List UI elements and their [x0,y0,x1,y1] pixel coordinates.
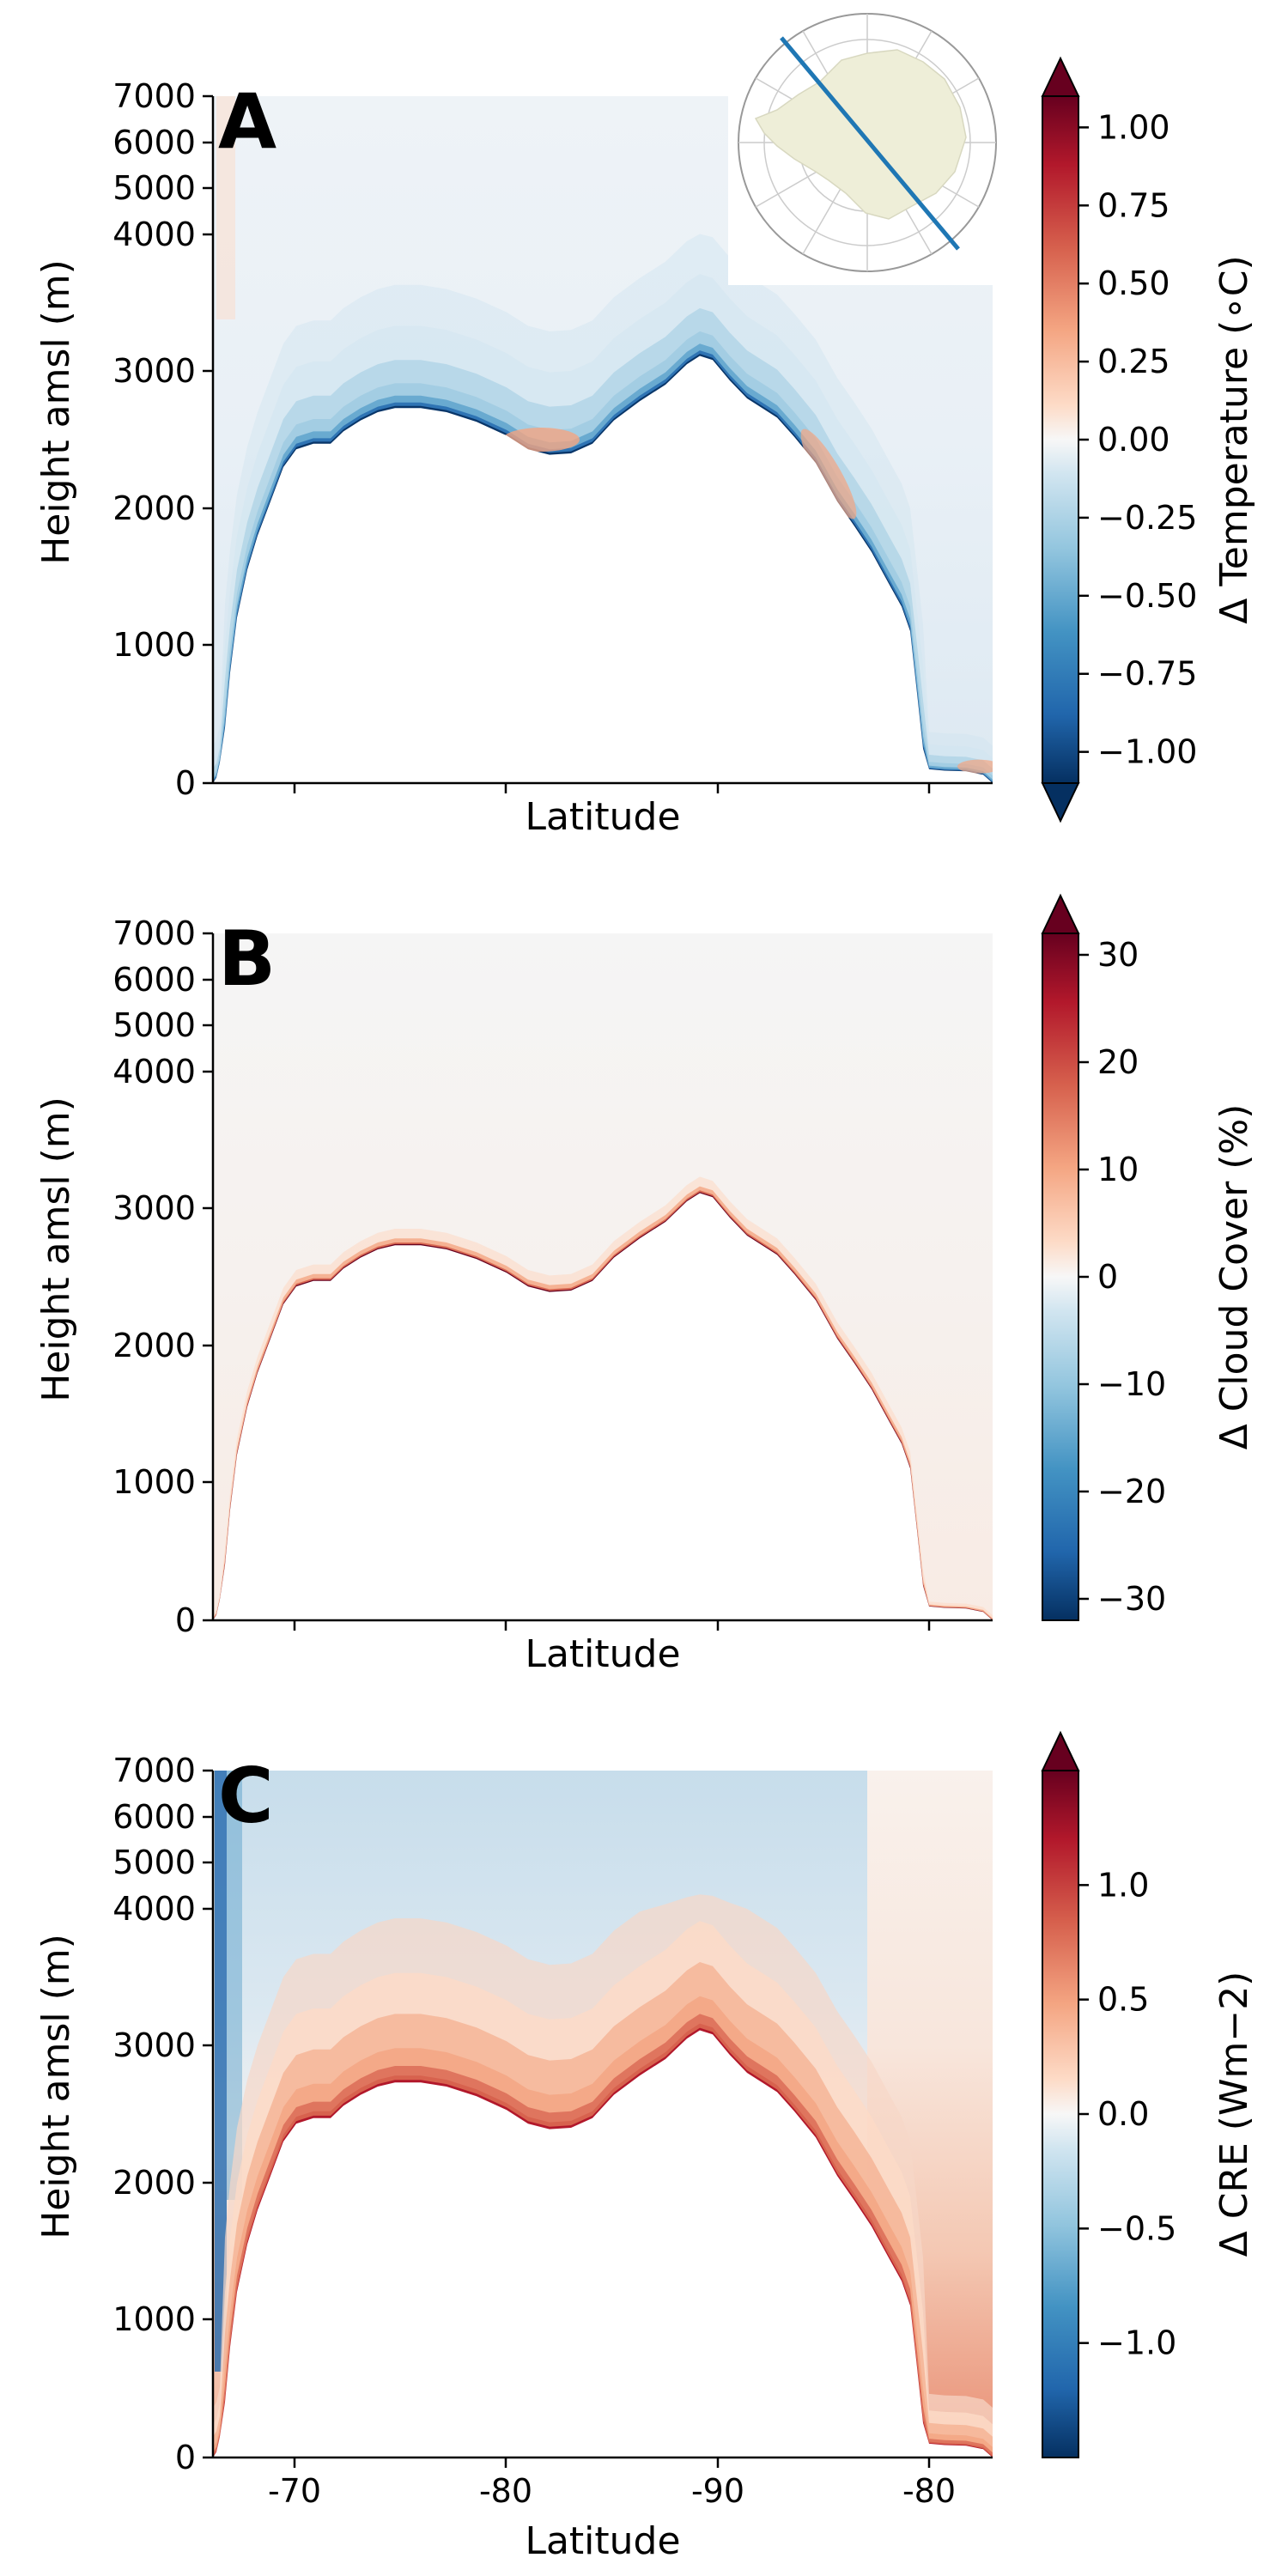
y-tick-label: 5000 [112,1006,196,1044]
colorbar-tick-label: 10 [1097,1151,1139,1188]
panel-letter: A [218,77,276,166]
colorbar-tick-label: 0 [1097,1258,1118,1296]
colorbar-tick-label: −10 [1097,1365,1166,1403]
colorbar-tick-label: 20 [1097,1043,1139,1081]
panel-letter: C [218,1752,274,1840]
colorbar-label: Δ Temperature (∘C) [1212,255,1256,623]
colorbar-tick-label: −1.0 [1097,2324,1176,2362]
panel-b-field [213,933,993,1620]
warm-patch [800,428,857,519]
colorbar-body [1042,933,1079,1621]
colorbar-label: Δ Cloud Cover (%) [1212,1104,1256,1450]
y-tick-label: 4000 [112,216,196,253]
transect-line [780,36,960,251]
y-axis-label: Height amsl (m) [34,1097,78,1402]
colorbar-extend-max [1041,56,1080,97]
colorbar-body [1042,1770,1079,2458]
colorbar: −1.0 −0.5 0.0 0.5 1.0 Δ CRE (Wm−2) [1041,1730,1256,2458]
inset-map [728,0,997,285]
colorbar: −30 −20 −10 0 10 20 30 Δ Cloud Cover (%) [1041,893,1256,1621]
terrain [213,355,993,783]
y-tick-label: 0 [175,1601,196,1639]
y-tick-label: 6000 [112,1798,196,1836]
y-tick-label: 6000 [112,961,196,999]
panel-b: 0 1000 2000 3000 4000 5000 6000 7000 Latitude Hei… [34,893,1256,1676]
y-tick-label: 2000 [112,489,196,527]
panel-c-field [213,1771,993,2458]
y-tick-label: 7000 [112,77,196,115]
x-axis-label: Latitude [525,2519,680,2563]
terrain [213,1193,993,1620]
colorbar-label: Δ CRE (Wm−2) [1212,1971,1256,2257]
y-tick-label: 5000 [112,169,196,207]
warm-patch [957,759,993,774]
colorbar-tick-label: 0.5 [1097,1981,1149,2019]
colorbar-tick-label: −0.25 [1097,499,1197,537]
colorbar-tick-label: −20 [1097,1473,1166,1510]
colorbar-body [1042,95,1079,784]
colorbar-tick-label: 0.00 [1097,421,1170,459]
colorbar-extend-max [1041,1730,1080,1771]
colorbar-tick-label: −0.50 [1097,577,1197,615]
warm-patch [216,96,235,319]
x-tick-label: -80 [479,2472,532,2510]
y-tick-label: 1000 [112,1463,196,1501]
colorbar-tick-label: −0.75 [1097,655,1197,693]
panel-a: 0 1000 2000 3000 4000 5000 6000 7000 Latitude Hei… [34,0,1256,839]
colorbar-tick-label: 0.0 [1097,2095,1149,2133]
colorbar-extend-min [1041,782,1080,823]
y-tick-label: 0 [175,2439,196,2476]
x-tick-label: -70 [268,2472,321,2510]
y-tick-label: 2000 [112,1327,196,1364]
y-tick-label: 7000 [112,1752,196,1789]
y-tick-label: 3000 [112,1189,196,1227]
y-tick-label: 1000 [112,2300,196,2338]
y-tick-label: 0 [175,764,196,802]
x-axis-label: Latitude [525,1632,680,1676]
y-tick-label: 7000 [112,914,196,952]
colorbar: −1.00 −0.75 −0.50 −0.25 0.00 0.25 0.50 0.75 1.00… [1041,56,1256,823]
y-tick-label: 2000 [112,2164,196,2202]
y-axis-label: Height amsl (m) [34,259,78,565]
colorbar-tick-label: 1.0 [1097,1866,1149,1904]
colorbar-tick-label: 1.00 [1097,108,1170,146]
colorbar-tick-label: 30 [1097,936,1139,974]
x-tick-label: -80 [902,2472,956,2510]
colorbar-tick-label: −30 [1097,1580,1166,1618]
panel-letter: B [218,914,276,1003]
x-tick-label: -90 [691,2472,744,2510]
negative-column [215,1771,227,2372]
y-tick-label: 3000 [112,2026,196,2064]
y-tick-label: 5000 [112,1844,196,1881]
colorbar-extend-max [1041,893,1080,934]
colorbar-tick-label: 0.25 [1097,343,1170,380]
negative-column [227,1771,242,2200]
x-axis-label: Latitude [525,795,680,839]
colorbar-tick-label: 0.50 [1097,264,1170,302]
y-axis-label: Height amsl (m) [34,1934,78,2239]
y-tick-label: 3000 [112,352,196,390]
panel-a-field [213,96,993,783]
y-tick-label: 4000 [112,1053,196,1091]
terrain [213,2030,993,2458]
colorbar-tick-label: −1.00 [1097,733,1197,771]
colorbar-tick-label: 0.75 [1097,186,1170,224]
y-tick-label: 6000 [112,124,196,161]
y-tick-label: 1000 [112,626,196,664]
colorbar-tick-label: −0.5 [1097,2209,1176,2247]
panel-c: 0 1000 2000 3000 4000 5000 6000 7000 -70 -80 -90 -8… [34,1730,1256,2563]
y-tick-label: 4000 [112,1890,196,1928]
